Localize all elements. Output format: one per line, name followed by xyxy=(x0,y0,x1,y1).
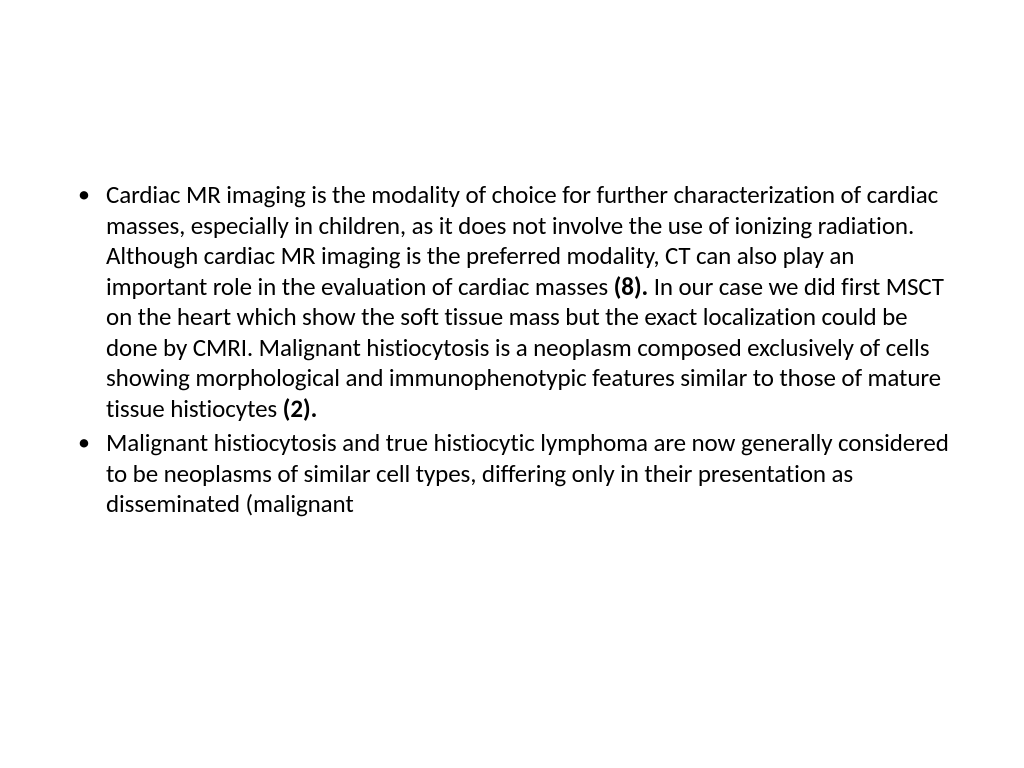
body-text: Malignant histiocytosis and true histioc… xyxy=(106,427,949,519)
citation-ref: (8). xyxy=(614,271,649,302)
citation-ref: (2). xyxy=(283,393,318,424)
bullet-item: Cardiac MR imaging is the modality of ch… xyxy=(70,180,954,424)
bullet-item: Malignant histiocytosis and true histioc… xyxy=(70,428,954,520)
bullet-list: Cardiac MR imaging is the modality of ch… xyxy=(70,180,954,520)
